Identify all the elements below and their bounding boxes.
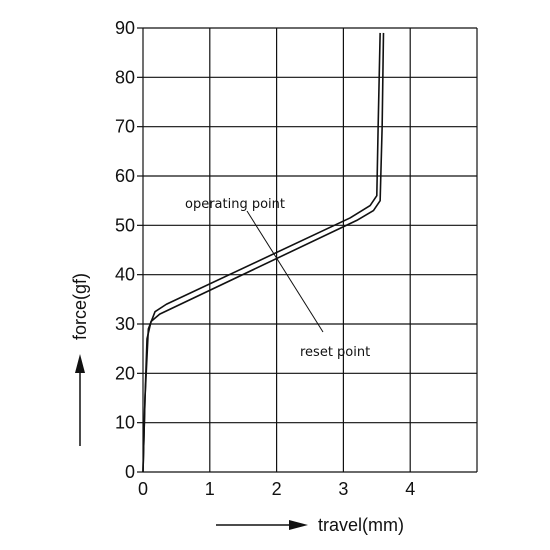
x-tick-label: 1 — [205, 479, 215, 499]
y-tick-label: 40 — [115, 265, 135, 285]
y-tick-label: 70 — [115, 117, 135, 137]
x-tick-label: 3 — [338, 479, 348, 499]
y-tick-label: 50 — [115, 215, 135, 235]
series-line-1 — [142, 32, 385, 473]
y-tick-label: 80 — [115, 67, 135, 87]
x-tick-label: 4 — [405, 479, 415, 499]
annotation-operating-point: operating point — [185, 197, 285, 212]
annotation-operating-point-leader — [246, 210, 324, 333]
x-axis-title-group: travel(mm) — [216, 515, 404, 535]
grid — [142, 27, 478, 473]
annotation-reset-point: reset point — [300, 345, 370, 360]
y-axis-title-group: force(gf) — [70, 273, 90, 446]
y-tick-label: 10 — [115, 413, 135, 433]
series-line-2 — [142, 32, 381, 473]
x-tick-labels: 0 1 2 3 4 — [138, 479, 415, 499]
y-axis-title: force(gf) — [70, 273, 90, 340]
y-tick-label: 30 — [115, 314, 135, 334]
y-tick-label: 0 — [125, 462, 135, 482]
x-tick-label: 2 — [272, 479, 282, 499]
y-tick-label: 60 — [115, 166, 135, 186]
y-tick-label: 90 — [115, 18, 135, 38]
plot-area — [142, 32, 385, 473]
x-axis-title: travel(mm) — [318, 515, 404, 535]
y-tick-labels: 0 10 20 30 40 50 60 70 80 90 — [115, 18, 143, 482]
annotations: operating point reset point — [185, 197, 370, 360]
x-tick-label: 0 — [138, 479, 148, 499]
y-tick-label: 20 — [115, 363, 135, 383]
y-axis-arrow-head — [75, 354, 85, 373]
x-axis-arrow-head — [289, 520, 308, 530]
